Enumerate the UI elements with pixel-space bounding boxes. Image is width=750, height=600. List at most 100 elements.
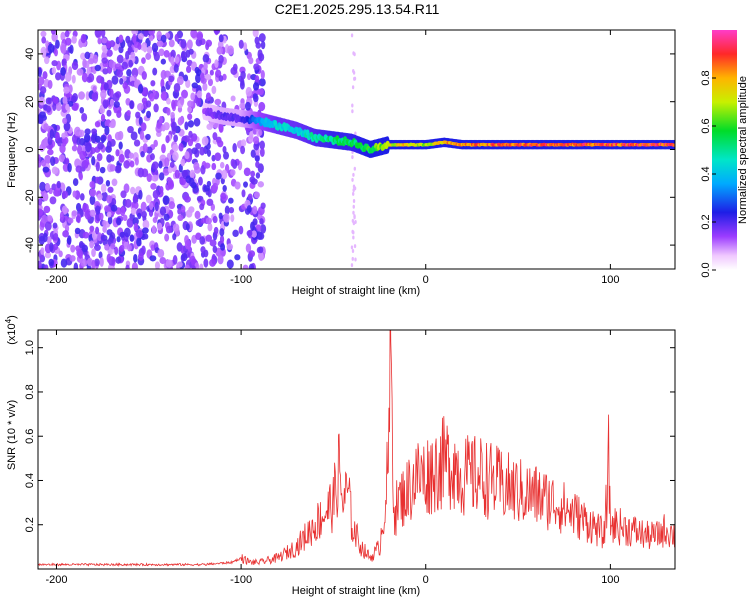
spectrogram-cell xyxy=(80,258,88,267)
spectrogram-cell xyxy=(77,144,83,155)
spectrogram-cell xyxy=(130,131,138,141)
spectrogram-cell xyxy=(181,89,188,99)
spectrogram-cell xyxy=(222,184,227,192)
spectrogram-cell xyxy=(149,92,155,102)
spectrogram-cell xyxy=(158,48,165,57)
spectrogram-cell xyxy=(60,258,68,268)
spectrogram-cell xyxy=(43,205,51,214)
spectrogram-cell xyxy=(119,78,124,85)
spectrogram-cell xyxy=(258,33,266,43)
spectrogram-cell xyxy=(184,151,190,160)
chart-title: C2E1.2025.295.13.54.R11 xyxy=(275,1,440,17)
spectrogram-cell xyxy=(41,214,48,224)
spectrogram-cell xyxy=(38,67,42,78)
spectrogram-cell xyxy=(51,60,58,67)
spectrogram-cell xyxy=(55,72,62,81)
colorbar-tick-label: 0.4 xyxy=(700,166,712,181)
spectrogram-cell xyxy=(38,96,45,106)
spectrogram-cell xyxy=(151,225,156,234)
spectrogram-cell xyxy=(61,58,67,66)
spectrogram-cell xyxy=(81,244,88,253)
spectrogram-cell xyxy=(152,216,158,224)
spectrogram-cell xyxy=(40,86,47,95)
spectrogram-cell xyxy=(137,84,144,94)
spectrogram-cell xyxy=(243,181,248,188)
spectrogram-cell xyxy=(187,120,195,128)
spectrogram-cell xyxy=(149,255,157,262)
spectrogram-cell xyxy=(67,217,74,224)
spectrogram-cell xyxy=(89,181,95,189)
spectrogram-cell xyxy=(250,149,256,158)
spectrogram-cell xyxy=(153,51,160,62)
spectrogram-cell xyxy=(58,250,63,258)
spectrogram-cell xyxy=(150,182,157,190)
spectrogram-cell xyxy=(174,56,180,64)
spectrogram-cell xyxy=(123,160,131,169)
spectrogram-cell xyxy=(168,201,176,210)
spectrogram-cell xyxy=(100,183,107,193)
spectrogram-cell xyxy=(241,189,246,198)
spectrogram-cell xyxy=(211,162,217,171)
spectrogram-cell xyxy=(97,141,104,150)
spectrogram-cell xyxy=(352,210,355,215)
spectrogram-cell xyxy=(181,51,188,61)
spectrogram-cell xyxy=(252,205,258,215)
spectrogram-cell xyxy=(92,85,97,93)
spectrogram-cell xyxy=(166,107,171,116)
spectrogram-cell xyxy=(352,69,355,74)
spectrogram-cell xyxy=(223,151,230,160)
spectrogram-cell xyxy=(172,233,177,241)
spectrogram-cell xyxy=(171,121,177,132)
snr-frame xyxy=(37,329,676,570)
spectrogram-cell xyxy=(250,221,255,231)
spectrogram-cell xyxy=(62,117,68,125)
spectrogram-cell xyxy=(100,30,106,38)
spectrogram-cell xyxy=(131,201,139,210)
spectrogram-cell xyxy=(43,192,49,202)
spectrogram-cell xyxy=(188,177,195,187)
spectrogram-cell xyxy=(205,217,213,225)
spectrogram-cell xyxy=(212,215,218,224)
spectrogram-cell xyxy=(67,162,72,173)
spectrogram-cell xyxy=(158,115,163,125)
spectrogram-cell xyxy=(42,71,48,80)
spectrogram-cell xyxy=(230,214,235,223)
spectrogram-cell xyxy=(158,160,163,169)
spectrogram-cell xyxy=(126,109,131,116)
spectrogram-cell xyxy=(187,100,194,108)
spectrogram-cell xyxy=(112,61,117,72)
spectrogram-cell xyxy=(38,260,42,269)
spectrogram-cell xyxy=(205,42,210,51)
spectrogram-cell xyxy=(106,109,112,117)
spectrogram-cell xyxy=(92,54,99,64)
spectrogram-cell xyxy=(157,248,165,258)
spectrogram-cell xyxy=(43,123,49,131)
spectrogram-cell xyxy=(146,46,153,54)
spectrogram-cell xyxy=(105,179,111,187)
spectrogram-cell xyxy=(165,225,173,234)
spectrogram-cell xyxy=(672,143,675,147)
spectrogram-cell xyxy=(82,58,87,68)
spectrogram-cell xyxy=(353,166,357,171)
spectrogram-cell xyxy=(259,218,264,225)
spectrogram-cell xyxy=(76,68,84,76)
spectrogram-cell xyxy=(112,92,120,102)
spectrogram-cell xyxy=(199,263,204,269)
spectrogram-x-tick-label: -100 xyxy=(230,274,252,286)
spectrogram-cell xyxy=(114,63,122,70)
spectrogram-cell xyxy=(58,154,66,163)
spectrogram-cell xyxy=(94,64,102,72)
spectrogram-cell xyxy=(132,217,139,226)
spectrogram-cell xyxy=(180,205,186,213)
spectrogram-cell xyxy=(43,56,50,65)
spectrogram-cell xyxy=(170,56,175,66)
spectrogram-cell xyxy=(222,145,227,154)
spectrogram-cell xyxy=(38,153,42,164)
spectrogram-cell xyxy=(205,234,213,242)
spectrogram-cell xyxy=(48,258,55,267)
spectrogram-cell xyxy=(257,232,265,240)
spectrogram-cell xyxy=(202,53,210,63)
spectrogram-x-axis-label: Height of straight line (km) xyxy=(292,285,420,297)
colorbar-tick-label: 0.2 xyxy=(700,214,712,229)
spectrogram-cell xyxy=(115,256,122,264)
